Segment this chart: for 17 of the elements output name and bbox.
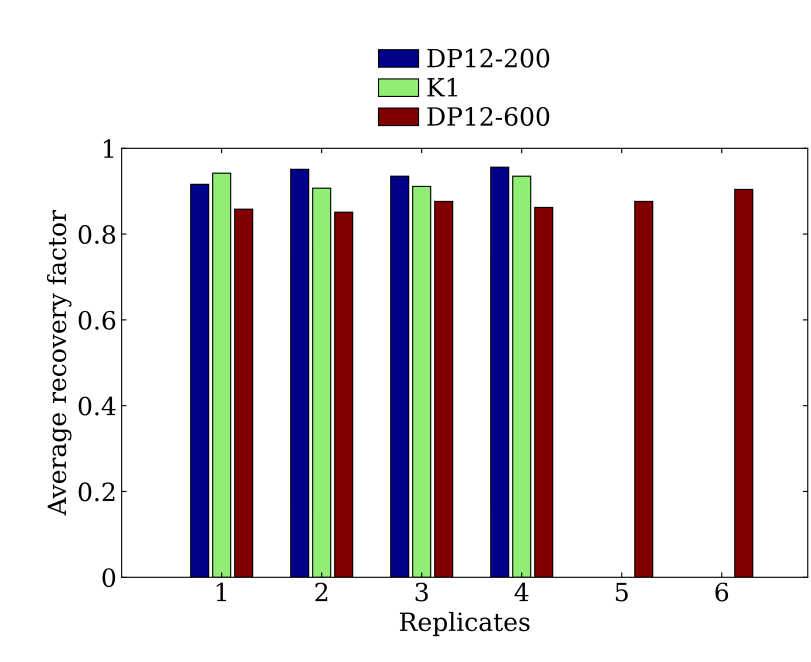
x-tick-label: 1 xyxy=(216,582,226,602)
y-tick-label: 0.8 xyxy=(78,225,116,244)
x-tick-label: 6 xyxy=(715,582,728,602)
legend-label: DP12-600 xyxy=(427,107,550,126)
legend-label: DP12-200 xyxy=(427,48,550,68)
y-tick-label: 0 xyxy=(102,568,116,588)
y-tick-label: 0.2 xyxy=(78,482,114,502)
x-tick-label: 5 xyxy=(616,582,628,602)
y-tick-label: 0.4 xyxy=(78,396,116,416)
x-tick-label: 4 xyxy=(514,582,528,602)
legend-label: K1 xyxy=(427,78,458,96)
x-tick-label: 3 xyxy=(416,582,428,602)
x-tick-label: 2 xyxy=(315,582,328,602)
y-axis-title: Average recovery factor xyxy=(46,210,72,516)
y-tick-label: 1 xyxy=(104,139,114,158)
y-tick-label: 0.6 xyxy=(78,310,116,330)
x-axis-title: Replicates xyxy=(400,612,530,636)
